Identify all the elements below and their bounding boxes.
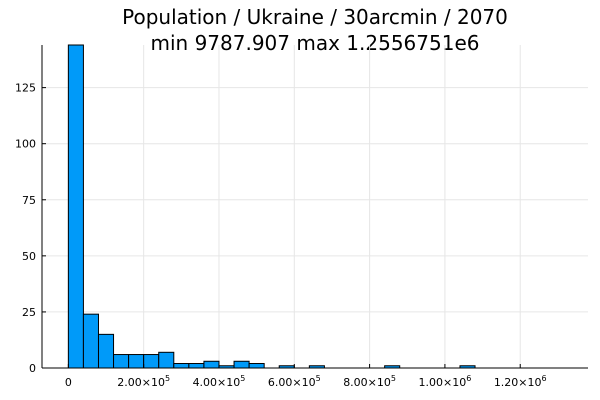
x-tick-label-0: 0	[65, 376, 72, 389]
histogram-bar-5	[143, 354, 160, 369]
histogram-bar-1	[82, 313, 99, 369]
chart-title-line2: min 9787.907 max 1.2556751e6	[151, 31, 480, 55]
y-tick-label-5: 125	[15, 82, 36, 95]
x-tick-labels: 0 2.00×105 4.00×105 6.00×105 8.00×105 1.00×10…	[65, 374, 547, 389]
x-tick-label-6: 1.20×106	[494, 374, 547, 389]
x-tick-label-4: 8.00×105	[343, 374, 396, 389]
x-tick-label-2: 4.00×105	[193, 374, 246, 389]
histogram-bar-3	[113, 354, 130, 369]
bars	[67, 44, 476, 369]
y-tick-label-4: 100	[15, 138, 36, 151]
histogram-bar-2	[97, 333, 115, 369]
x-tick-label-3: 6.00×105	[268, 374, 321, 389]
histogram-bar-6	[158, 351, 175, 369]
histogram-bar-7	[173, 363, 190, 369]
histogram-bar-4	[128, 354, 145, 369]
histogram-bar-11	[233, 360, 250, 369]
y-tick-label-0: 0	[29, 362, 36, 375]
histogram-bar-12	[248, 363, 265, 369]
y-tick-label-1: 25	[22, 306, 36, 319]
y-tick-label-3: 75	[22, 194, 36, 207]
y-tick-label-2: 50	[22, 250, 36, 263]
y-tick-labels: 0 25 50 75 100 125	[15, 82, 36, 375]
chart-title-line1: Population / Ukraine / 30arcmin / 2070	[122, 5, 508, 29]
axes	[41, 45, 588, 369]
histogram-bar-8	[188, 363, 205, 369]
x-tick-label-5: 1.00×106	[419, 374, 472, 389]
histogram-bar-0	[67, 44, 84, 369]
grid-lines	[42, 45, 588, 369]
x-tick-label-1: 2.00×105	[117, 374, 170, 389]
histogram-bar-9	[203, 360, 220, 369]
